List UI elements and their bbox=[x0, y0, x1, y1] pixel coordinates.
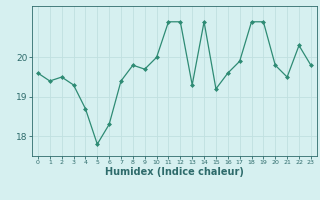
X-axis label: Humidex (Indice chaleur): Humidex (Indice chaleur) bbox=[105, 167, 244, 177]
